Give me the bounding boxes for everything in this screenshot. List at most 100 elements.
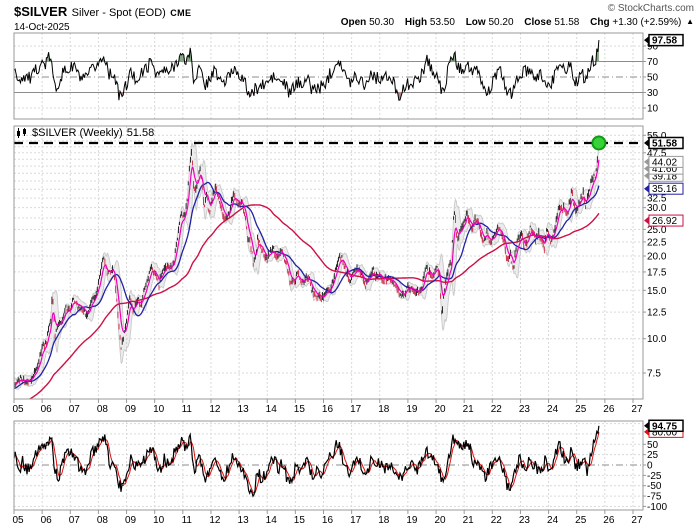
- x-axis-year-label: 23: [519, 404, 531, 415]
- chg-value: +1.30 (+2.59%): [612, 17, 682, 28]
- x-axis-year-label: 26: [603, 515, 615, 526]
- axis-box-pointer: [644, 421, 649, 430]
- ema-fast-line: [14, 159, 600, 385]
- quote-date: 14-Oct-2025: [14, 22, 70, 33]
- x-axis-year-label: 17: [350, 404, 362, 415]
- x-axis-year-label: 19: [406, 515, 418, 526]
- x-axis-year-label: 11: [182, 404, 193, 415]
- x-axis-year-label: 24: [547, 404, 559, 415]
- y-axis-tick-label: 90: [647, 42, 659, 53]
- x-axis-year-label: 07: [69, 515, 81, 526]
- chg-label: Chg: [590, 17, 610, 28]
- x-axis-year-label: 26: [603, 404, 615, 415]
- x-axis-year-label: 06: [41, 404, 53, 415]
- axis-box-frame: [648, 419, 684, 433]
- x-axis-year-label: 10: [153, 515, 165, 526]
- axis-box-value: 80.00: [652, 427, 677, 438]
- axis-box-value: 39.18: [652, 171, 677, 182]
- axis-box-value: 35.16: [652, 184, 677, 195]
- close-value: 51.58: [554, 17, 580, 28]
- x-axis-year-label: 21: [463, 404, 475, 415]
- x-axis-year-label: 18: [378, 515, 390, 526]
- y-axis-tick-label: 25: [647, 450, 659, 461]
- axis-box-frame: [648, 155, 684, 168]
- gridlines: [13, 33, 643, 510]
- x-axis-year-label: 13: [238, 404, 250, 415]
- ticker-symbol: $SILVER: [14, 4, 68, 19]
- axis-box-pointer: [644, 36, 649, 45]
- x-axis-year-label: 23: [519, 515, 531, 526]
- x-axis-year-label: 13: [238, 515, 250, 526]
- x-axis-year-label: 17: [350, 515, 362, 526]
- y-axis-tick-label: 17.5: [647, 267, 667, 278]
- axis-box-value: 94.75: [652, 421, 677, 432]
- axis-box-value: 97.58: [652, 36, 677, 47]
- x-axis-year-label: 05: [12, 515, 24, 526]
- low-value: 50.20: [488, 17, 514, 28]
- open-value: 50.30: [369, 17, 395, 28]
- copyright-text: © StockCharts.com: [607, 3, 694, 14]
- x-axis-year-label: 24: [547, 515, 559, 526]
- high-label: High: [404, 17, 428, 28]
- rsi-panel-border: [13, 32, 644, 120]
- y-axis-tick-label: 22.5: [647, 238, 667, 249]
- axis-box-frame: [648, 182, 684, 195]
- axis-box-frame: [648, 214, 684, 227]
- axis-box-pointer: [644, 164, 649, 173]
- x-axis-year-label: 22: [491, 515, 503, 526]
- axis-value-box: 51.58: [644, 136, 684, 150]
- y-axis-tick-label: -100: [647, 502, 667, 513]
- axis-box-value: 26.92: [652, 216, 677, 227]
- rsi-panel-series: [14, 40, 600, 101]
- close-label: Close: [524, 17, 552, 28]
- axis-box-frame: [648, 136, 684, 150]
- x-axis-year-label: 07: [69, 404, 81, 415]
- axis-box-pointer: [644, 138, 649, 147]
- axes-layer: 90 70 50 30 10 55.0 47.5 32.530.0 25.0 22.5 20.0 17…: [12, 32, 684, 526]
- x-axis-year-label: 25: [575, 515, 587, 526]
- axis-value-box: 94.75: [644, 419, 684, 433]
- y-axis-tick-label: -50: [647, 481, 662, 492]
- x-axis-year-label: 06: [41, 515, 53, 526]
- x-axis-year-label: 25: [575, 404, 587, 415]
- x-axis-year-label: 18: [378, 404, 390, 415]
- chart-header: $SILVER Silver - Spot (EOD) CME © StockC…: [14, 3, 694, 19]
- x-axis-year-label: 09: [125, 404, 137, 415]
- y-axis-tick-label: 12.5: [647, 308, 667, 319]
- x-axis-year-label: 08: [97, 404, 109, 415]
- axis-box-pointer: [644, 216, 649, 225]
- x-axis-year-label: 27: [631, 404, 643, 415]
- x-axis-year-label: 20: [434, 515, 446, 526]
- y-axis-tick-label: 30: [647, 88, 659, 99]
- main-panel-label-text: $SILVER (Weekly): [32, 127, 123, 139]
- price-panel-border: [13, 125, 644, 400]
- axis-box-pointer: [644, 184, 649, 193]
- axis-box-value: 51.58: [652, 139, 677, 150]
- axis-value-box: 97.58: [644, 33, 684, 47]
- x-axis-year-label: 14: [266, 515, 278, 526]
- band-lower-line: [14, 184, 600, 390]
- axis-box-pointer: [644, 427, 649, 436]
- y-axis-tick-label: 20.0: [647, 252, 667, 263]
- change-up-arrow-icon: ▲: [686, 17, 694, 26]
- axis-value-box: 26.92: [644, 214, 684, 227]
- axis-box-value: 41.60: [652, 164, 677, 175]
- oscillator-panel-series: [14, 425, 600, 498]
- y-axis-tick-label: 50: [647, 73, 659, 84]
- main-panel-label: $SILVER (Weekly) 51.58: [17, 127, 154, 139]
- x-axis-year-label: 16: [322, 404, 334, 415]
- y-axis-tick-label: 15.0: [647, 286, 667, 297]
- y-axis-tick-label: 10.0: [647, 334, 667, 345]
- x-axis-year-label: 22: [491, 404, 503, 415]
- x-axis-year-label: 15: [294, 515, 306, 526]
- instrument-name: Silver - Spot (EOD): [71, 7, 166, 19]
- y-axis-tick-label: 0: [647, 461, 653, 472]
- x-axis-year-label: 19: [406, 404, 418, 415]
- low-label: Low: [465, 17, 486, 28]
- main-panel-last-value: 51.58: [126, 127, 155, 139]
- candlestick-chart-icon: [17, 128, 26, 138]
- x-axis-year-label: 12: [209, 404, 221, 415]
- y-axis-tick-label: 50: [647, 440, 659, 451]
- sma-150week-line: [28, 204, 600, 399]
